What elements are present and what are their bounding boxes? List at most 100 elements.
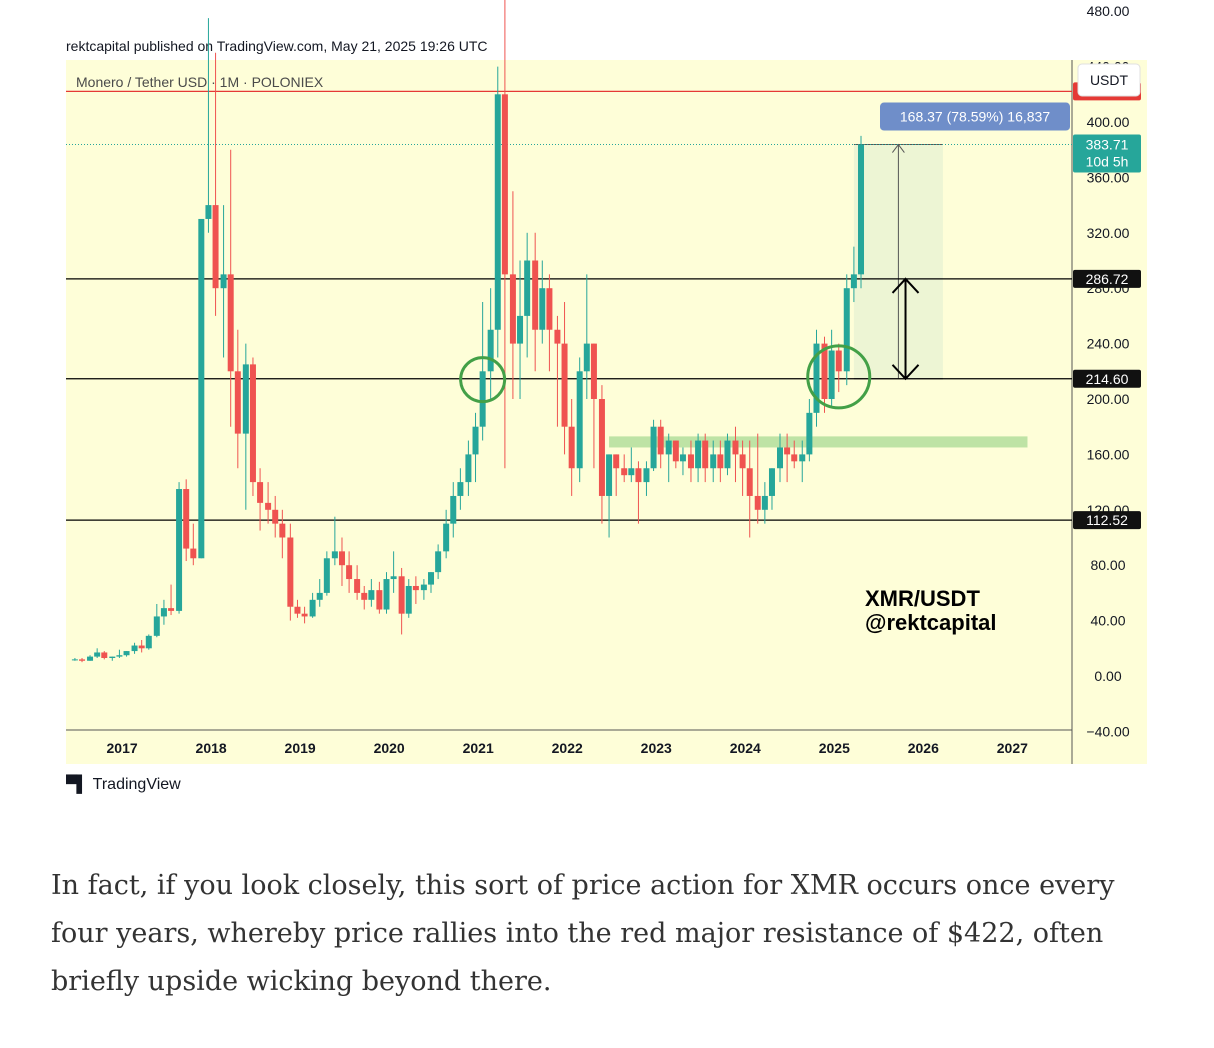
y-tick-label: 0.00 xyxy=(1094,668,1121,684)
last-price-box xyxy=(1073,134,1141,173)
candle-body xyxy=(131,645,138,652)
candle-body xyxy=(71,659,78,661)
candle-body xyxy=(205,205,212,219)
price-label-box xyxy=(1073,269,1141,288)
candle-body xyxy=(168,608,175,611)
y-axis-background xyxy=(1072,60,1147,764)
candle-body xyxy=(643,468,650,483)
candle-body xyxy=(198,218,205,559)
double-arrow-top-head xyxy=(891,277,920,294)
candle-body xyxy=(479,371,486,427)
candle-body xyxy=(383,579,390,610)
candle-body xyxy=(79,659,86,661)
candle-body xyxy=(123,651,130,656)
candle-body xyxy=(390,576,397,580)
candle-body xyxy=(450,495,457,524)
price-label: 286.72 xyxy=(1086,271,1129,287)
highlight-circles xyxy=(459,344,872,410)
price-label: 112.52 xyxy=(1086,512,1128,528)
candle-body xyxy=(828,350,835,399)
candles xyxy=(71,0,865,663)
candle-body xyxy=(843,288,850,372)
candle-body xyxy=(316,592,323,600)
x-tick-label: 2019 xyxy=(285,740,316,756)
candle-body xyxy=(657,426,664,455)
candle-body xyxy=(568,426,575,469)
x-tick-label: 2022 xyxy=(552,740,583,756)
candle-body xyxy=(443,523,450,552)
candle-body xyxy=(761,495,768,510)
candle-body xyxy=(465,454,472,483)
candle-body xyxy=(160,608,167,617)
x-tick-label: 2021 xyxy=(463,740,494,756)
candle-body xyxy=(710,454,717,469)
x-tick-label: 2018 xyxy=(196,740,227,756)
candle-body xyxy=(768,468,775,496)
candle-body xyxy=(265,502,272,510)
candle-body xyxy=(87,656,94,661)
candle-body xyxy=(183,489,190,549)
candle-body xyxy=(234,371,241,434)
candle-body xyxy=(272,509,279,524)
candle-body xyxy=(472,426,479,455)
projection-box xyxy=(853,143,943,380)
candle-body xyxy=(94,652,101,657)
candle-body xyxy=(628,468,635,476)
candle-body xyxy=(583,343,590,372)
candle-body xyxy=(532,260,539,330)
y-tick-label: 240.00 xyxy=(1087,336,1130,352)
candle-body xyxy=(746,468,753,496)
candle-body xyxy=(576,371,583,469)
currency-label: USDT xyxy=(1090,72,1129,88)
candle-body xyxy=(613,454,620,469)
candle-body xyxy=(287,537,294,607)
highlight-circle xyxy=(806,344,872,410)
y-axis-ticks: 520.00480.00440.00400.00360.00320.00280.… xyxy=(1086,3,1130,739)
candle-body xyxy=(702,440,709,469)
x-axis-ticks: 2017 2018 2019 2020 2021 2022 2023 2024 2025 2026… xyxy=(107,740,1029,756)
candle-body xyxy=(835,350,842,372)
candle-body xyxy=(220,274,227,289)
candle-body xyxy=(554,329,561,344)
candle-body xyxy=(524,260,531,316)
tradingview-logo[interactable]: ▀▌ TradingView xyxy=(66,776,181,794)
tradingview-brand: TradingView xyxy=(92,776,181,793)
publish-info: rektcapital published on TradingView.com… xyxy=(66,38,488,54)
double-arrow xyxy=(891,277,920,381)
x-tick-label: 2025 xyxy=(819,740,850,756)
candle-body xyxy=(101,652,108,658)
y-tick-label: 40.00 xyxy=(1090,613,1125,629)
candle-body xyxy=(724,440,731,469)
candle-body xyxy=(249,364,256,483)
y-tick-label: 80.00 xyxy=(1090,557,1125,573)
candle-body xyxy=(739,454,746,469)
xmr-usdt-chart[interactable]: 520.00480.00440.00400.00360.00320.00280.… xyxy=(0,0,1214,800)
candle-body xyxy=(257,482,264,503)
candle-body xyxy=(509,274,516,344)
candle-body xyxy=(398,576,405,614)
x-tick-label: 2024 xyxy=(730,740,761,756)
y-tick-label: −40.00 xyxy=(1086,723,1129,739)
candle-body xyxy=(405,585,412,614)
candle-body xyxy=(457,482,464,496)
article-paragraph: In fact, if you look closely, this sort … xyxy=(51,870,1115,997)
candle-body xyxy=(138,645,145,649)
candle-body xyxy=(784,447,791,455)
candle-body xyxy=(598,399,605,496)
candle-body xyxy=(412,585,419,591)
candle-body xyxy=(494,94,501,330)
candle-body xyxy=(435,551,442,573)
y-tick-label: 360.00 xyxy=(1087,169,1130,185)
candle-body xyxy=(487,329,494,372)
x-tick-label: 2026 xyxy=(908,740,939,756)
candle-body xyxy=(799,454,806,462)
y-tick-label: 160.00 xyxy=(1087,446,1130,462)
candle-body xyxy=(672,440,679,462)
candle-body xyxy=(190,548,197,559)
candle-body xyxy=(428,572,435,585)
currency-box[interactable] xyxy=(1077,63,1141,97)
candle-body xyxy=(338,551,345,566)
candle-body xyxy=(650,426,657,469)
projection-arrow-head xyxy=(891,143,905,153)
y-tick-label: 480.00 xyxy=(1087,3,1130,19)
